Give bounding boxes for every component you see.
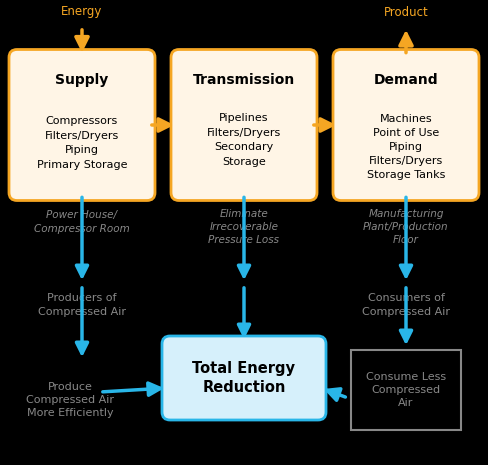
FancyBboxPatch shape: [9, 49, 155, 200]
Text: Total Energy
Reduction: Total Energy Reduction: [192, 360, 296, 395]
Text: Consumers of
Compressed Air: Consumers of Compressed Air: [362, 293, 450, 317]
Text: Producers of
Compressed Air: Producers of Compressed Air: [38, 293, 126, 317]
Text: Consume Less
Compressed
Air: Consume Less Compressed Air: [366, 372, 446, 408]
Text: Transmission: Transmission: [193, 73, 295, 87]
Text: Power House/
Compressor Room: Power House/ Compressor Room: [34, 210, 130, 233]
FancyBboxPatch shape: [171, 49, 317, 200]
Text: Manufacturing
Plant/Production
Floor: Manufacturing Plant/Production Floor: [363, 209, 449, 245]
FancyBboxPatch shape: [162, 336, 326, 420]
Text: Produce
Compressed Air
More Efficiently: Produce Compressed Air More Efficiently: [26, 382, 114, 418]
Text: Product: Product: [384, 6, 428, 19]
Text: Demand: Demand: [374, 73, 438, 87]
Text: Eliminate
Irrecoverable
Pressure Loss: Eliminate Irrecoverable Pressure Loss: [208, 209, 280, 245]
Text: Pipelines
Filters/Dryers
Secondary
Storage: Pipelines Filters/Dryers Secondary Stora…: [207, 113, 281, 167]
FancyBboxPatch shape: [351, 350, 461, 430]
FancyBboxPatch shape: [333, 49, 479, 200]
Text: Machines
Point of Use
Piping
Filters/Dryers
Storage Tanks: Machines Point of Use Piping Filters/Dry…: [367, 114, 445, 180]
Text: Compressors
Filters/Dryers
Piping
Primary Storage: Compressors Filters/Dryers Piping Primar…: [37, 116, 127, 170]
Text: Energy: Energy: [61, 6, 102, 19]
Text: Supply: Supply: [55, 73, 109, 87]
